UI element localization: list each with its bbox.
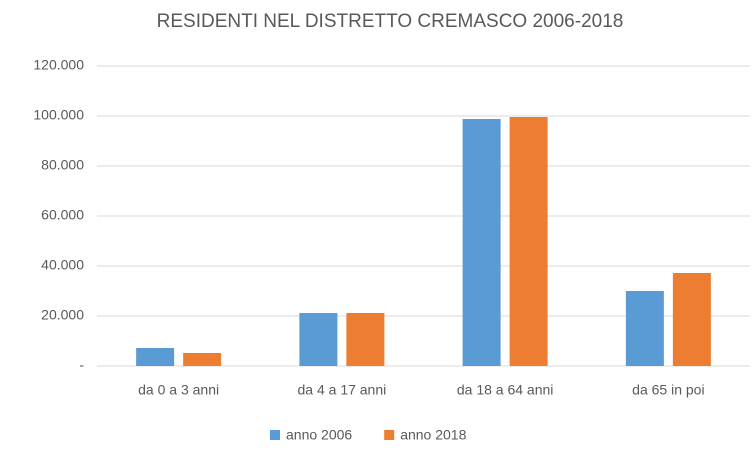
y-tick-label: 120.000: [33, 57, 84, 73]
bar: [672, 273, 711, 366]
legend-swatch: [270, 430, 280, 440]
x-tick-label: da 4 a 17 anni: [298, 382, 387, 398]
bar: [509, 117, 548, 366]
y-tick-label: 60.000: [41, 207, 84, 223]
chart-title: RESIDENTI NEL DISTRETTO CREMASCO 2006-20…: [157, 11, 624, 32]
x-tick-label: da 18 a 64 anni: [457, 382, 554, 398]
bar: [183, 353, 222, 366]
bar: [136, 348, 175, 366]
y-tick-label: 40.000: [41, 257, 84, 273]
bar: [625, 291, 664, 366]
x-tick-label: da 65 in poi: [632, 382, 704, 398]
y-tick-label: 100.000: [33, 107, 84, 123]
legend-swatch: [384, 430, 395, 440]
bar: [299, 313, 338, 366]
y-tick-label: 80.000: [41, 157, 84, 173]
y-tick-label: -: [79, 357, 84, 373]
legend-label: anno 2018: [400, 427, 466, 443]
bar: [346, 313, 385, 366]
y-tick-label: 20.000: [41, 307, 84, 323]
legend-label: anno 2006: [286, 427, 352, 443]
x-tick-label: da 0 a 3 anni: [138, 382, 219, 398]
bar: [462, 119, 501, 366]
